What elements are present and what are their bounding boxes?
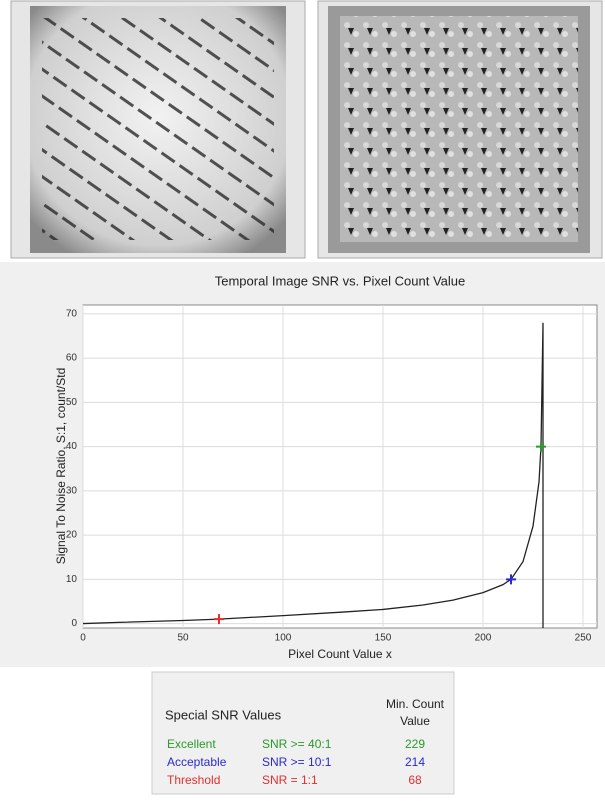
table-cell: 214 bbox=[405, 755, 425, 769]
table-cell: Excellent bbox=[167, 737, 216, 751]
y-tick-label: 10 bbox=[66, 574, 78, 585]
y-tick-label: 20 bbox=[66, 530, 78, 541]
table-cell: 68 bbox=[408, 773, 422, 787]
y-tick-label: 30 bbox=[66, 485, 78, 496]
y-tick-label: 60 bbox=[66, 353, 78, 364]
x-tick-label: 150 bbox=[375, 633, 392, 644]
plot-area bbox=[82, 304, 598, 629]
x-tick-label: 50 bbox=[177, 633, 189, 644]
left-image-texture bbox=[42, 18, 274, 240]
snr-table bbox=[151, 671, 455, 795]
x-tick-label: 250 bbox=[575, 633, 592, 644]
y-axis-label: Signal To Noise Ratio, S:1, count/Std bbox=[54, 368, 68, 565]
right-image-texture bbox=[340, 16, 578, 242]
table-cell: SNR >= 10:1 bbox=[262, 755, 332, 769]
table-cell: Acceptable bbox=[167, 755, 227, 769]
x-axis-label: Pixel Count Value x bbox=[288, 647, 392, 661]
x-tick-label: 0 bbox=[80, 633, 86, 644]
x-tick-label: 100 bbox=[275, 633, 292, 644]
chart: 0 50 100 150 200 250 0 10 20 30 40 50 60 70 bbox=[66, 304, 598, 644]
table-cell: SNR = 1:1 bbox=[262, 773, 318, 787]
table-header: Value bbox=[400, 714, 430, 728]
table-title: Special SNR Values bbox=[165, 707, 282, 722]
marker bbox=[214, 614, 224, 625]
chart-title: Temporal Image SNR vs. Pixel Count Value bbox=[215, 273, 465, 288]
x-tick-label: 200 bbox=[475, 633, 492, 644]
marker bbox=[536, 441, 546, 452]
table-cell: Threshold bbox=[167, 773, 220, 787]
y-tick-label: 50 bbox=[66, 397, 78, 408]
y-tick-label: 40 bbox=[66, 441, 78, 452]
table-rows: Excellent SNR >= 40:1 229 Acceptable SNR >= … bbox=[167, 737, 425, 787]
snr-curve bbox=[82, 322, 544, 628]
table-cell: 229 bbox=[405, 737, 425, 751]
table-cell: SNR >= 40:1 bbox=[262, 737, 332, 751]
y-tick-label: 0 bbox=[71, 618, 77, 629]
y-tick-label: 70 bbox=[66, 308, 78, 319]
table-header: Min. Count bbox=[386, 697, 445, 711]
marker bbox=[506, 574, 516, 585]
